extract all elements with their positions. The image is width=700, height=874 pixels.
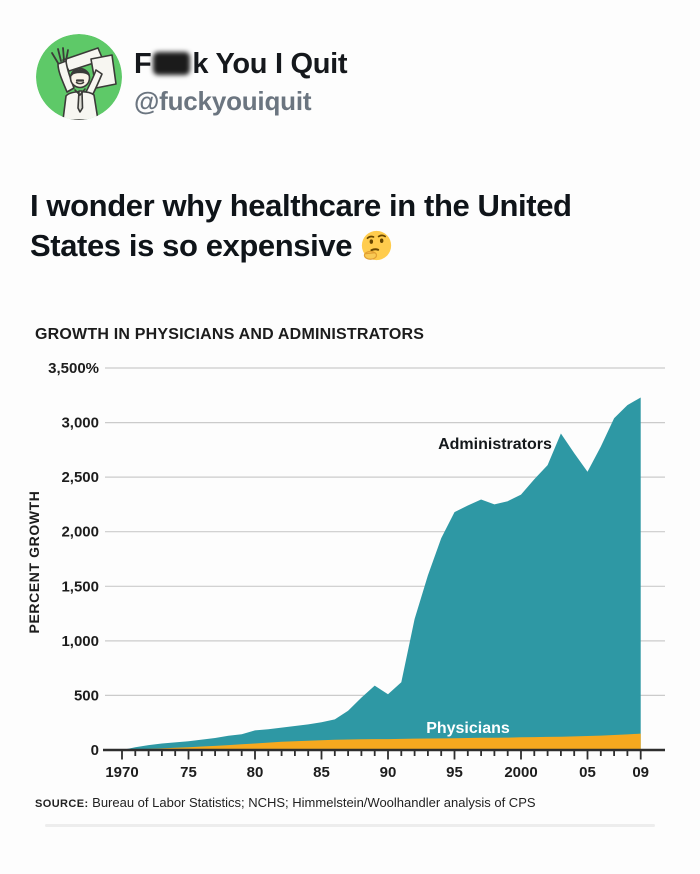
y-axis-title: PERCENT GROWTH — [26, 491, 42, 634]
y-axis-tick-label: 3,000 — [61, 415, 99, 432]
y-axis-tick-label: 2,500 — [61, 469, 99, 486]
y-axis-tick-label: 500 — [74, 687, 99, 704]
area-physicians — [122, 733, 641, 750]
y-axis-tick-label: 2,000 — [61, 524, 99, 541]
avatar[interactable] — [36, 34, 122, 120]
display-name-prefix: F — [134, 48, 152, 80]
user-handle[interactable]: @fuckyouiquit — [134, 86, 312, 116]
tweet-line-2: States is so expensive — [30, 226, 680, 266]
y-axis-tick-label: 1,500 — [61, 578, 99, 595]
man-throwing-papers-icon — [36, 34, 122, 120]
tweet-line-1: I wonder why healthcare in the United — [30, 188, 572, 223]
chart-source: SOURCE: Bureau of Labor Statistics; NCHS… — [35, 795, 536, 810]
area-administrators — [122, 397, 641, 750]
y-axis-tick-label: 0 — [91, 742, 99, 759]
source-prefix: SOURCE: — [35, 798, 89, 810]
thinking-face-emoji — [361, 230, 392, 261]
x-axis-tick-label: 05 — [579, 764, 596, 781]
bottom-divider — [45, 824, 655, 827]
censored-text — [153, 52, 191, 75]
chart-title: GROWTH IN PHYSICIANS AND ADMINISTRATORS — [35, 326, 425, 343]
y-axis-tick-label: 1,000 — [61, 633, 99, 650]
y-axis-tick-label: 3,500% — [48, 360, 99, 377]
x-axis-tick-label: 1970 — [105, 764, 138, 781]
tweet-body: I wonder why healthcare in the United St… — [30, 186, 680, 266]
administrators-series-label: Administrators — [438, 436, 552, 453]
physicians-series-label: Physicians — [426, 720, 510, 737]
x-axis-tick-label: 95 — [446, 764, 463, 781]
x-axis-tick-label: 80 — [247, 764, 264, 781]
chart-plot-area: 0 500 1,000 1,500 2,000 2,500 3,000 3,500% 1970 7… — [48, 360, 665, 781]
x-axis-tick-label: 09 — [632, 764, 649, 781]
x-axis-tick-label: 90 — [380, 764, 397, 781]
x-axis-tick-label: 75 — [180, 764, 197, 781]
display-name-suffix: k You I Quit — [192, 48, 348, 80]
x-axis-tick-label: 2000 — [504, 764, 537, 781]
source-text: Bureau of Labor Statistics; NCHS; Himmel… — [88, 795, 536, 810]
growth-chart: 0 500 1,000 1,500 2,000 2,500 3,000 3,500% 1970 7… — [26, 360, 665, 781]
x-axis-tick-label: 85 — [313, 764, 330, 781]
